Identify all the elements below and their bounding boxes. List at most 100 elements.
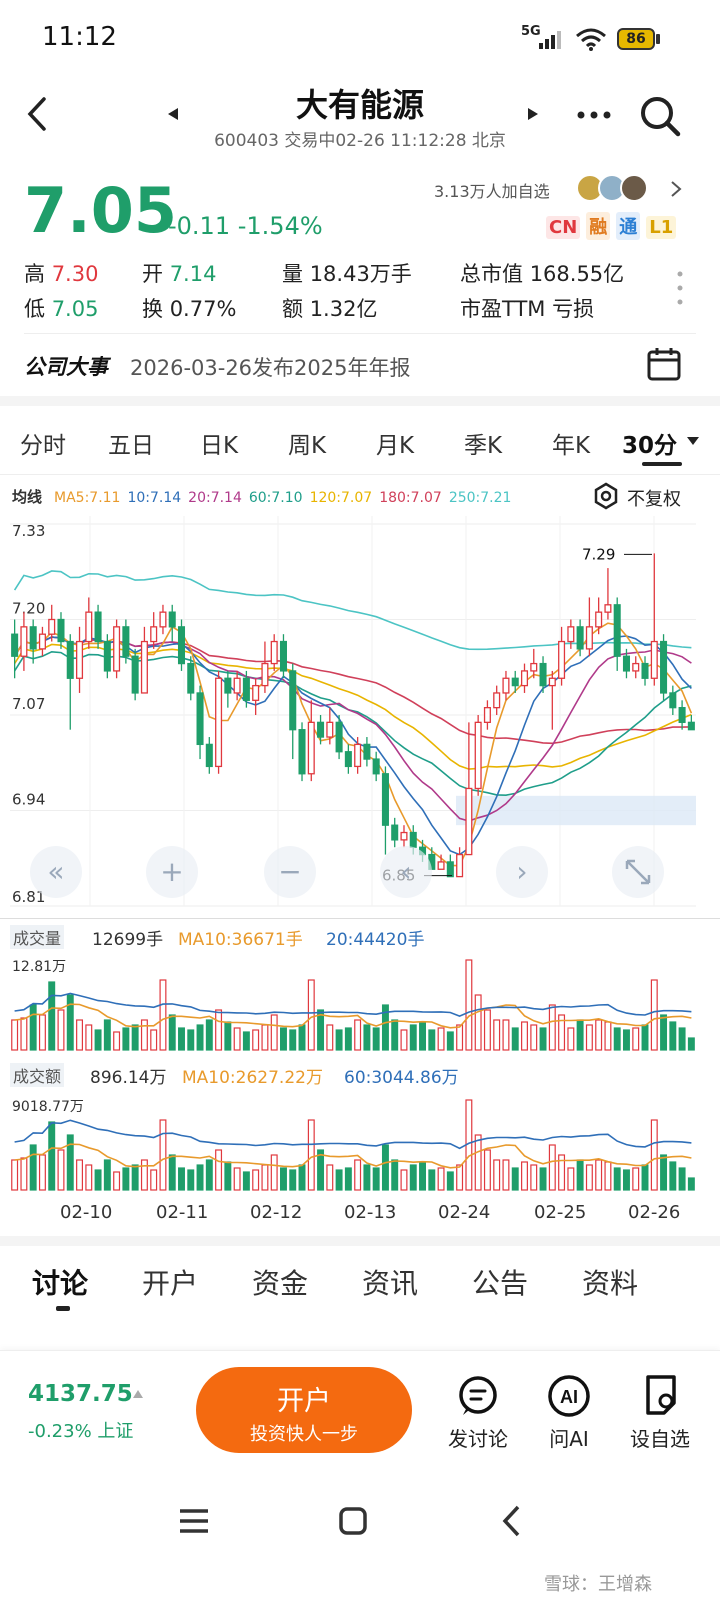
watcher-avatars[interactable] xyxy=(576,174,662,202)
volume-bar xyxy=(585,1024,593,1051)
high-price-label: 7.29 xyxy=(582,545,615,563)
volume-bar xyxy=(233,1167,241,1191)
home-icon[interactable] xyxy=(338,1506,368,1536)
comment-icon[interactable] xyxy=(457,1375,499,1417)
volume-bar xyxy=(622,1169,630,1191)
chevron-right-icon[interactable] xyxy=(670,180,682,198)
tab-five-day[interactable]: 五日 xyxy=(108,433,154,459)
ma-legend-item: 20:7.14 xyxy=(188,490,242,506)
tab-fenshi[interactable]: 分时 xyxy=(20,433,66,459)
add-watchlist-icon[interactable] xyxy=(640,1373,682,1417)
volume-bar xyxy=(298,1024,306,1051)
candle-body xyxy=(456,853,464,878)
zoom-in-icon[interactable]: + xyxy=(146,846,198,898)
volume-bar xyxy=(326,1164,334,1191)
tab-discussion[interactable]: 讨论 xyxy=(32,1267,89,1300)
volume-bar xyxy=(641,1164,649,1191)
tab-news[interactable]: 资讯 xyxy=(362,1267,419,1300)
volume-max-label: 12.81万 xyxy=(12,959,67,975)
candle-body xyxy=(650,640,658,679)
volume-bar xyxy=(335,1029,343,1051)
x-tick-label: 02-12 xyxy=(250,1202,303,1223)
volume-bar xyxy=(289,1029,297,1051)
amount-chart[interactable] xyxy=(0,1090,720,1194)
volume-bar xyxy=(307,1119,315,1191)
fuquan-toggle[interactable]: 不复权 xyxy=(627,489,681,510)
tab-quarterly-k[interactable]: 季K xyxy=(464,433,503,459)
scroll-right-icon[interactable]: › xyxy=(496,846,548,898)
volume-bar xyxy=(548,1144,556,1191)
candle-body xyxy=(159,611,167,628)
nav-back-icon[interactable] xyxy=(500,1504,522,1538)
candle-body xyxy=(363,743,371,760)
volume-bar xyxy=(613,1167,621,1191)
discuss-label[interactable]: 发讨论 xyxy=(448,1427,508,1451)
volume-bar xyxy=(576,1159,584,1191)
candle-body xyxy=(140,640,148,694)
volume-chart[interactable] xyxy=(0,950,720,1054)
set-watchlist-label[interactable]: 设自选 xyxy=(630,1427,690,1451)
search-icon[interactable] xyxy=(638,94,682,138)
ai-icon[interactable]: AI xyxy=(546,1373,592,1419)
volume-ma-line xyxy=(14,992,692,1017)
recent-apps-icon[interactable] xyxy=(178,1508,210,1534)
tab-daily-k[interactable]: 日K xyxy=(200,433,239,459)
volume-bar xyxy=(261,1164,269,1191)
volume-bar xyxy=(85,1164,93,1191)
calendar-icon[interactable] xyxy=(646,346,682,382)
index-value[interactable]: 4137.75 xyxy=(28,1381,133,1407)
prev-stock-icon[interactable] xyxy=(166,106,180,122)
back-icon[interactable] xyxy=(24,96,52,132)
next-stock-icon[interactable] xyxy=(526,106,540,122)
volume-bar xyxy=(205,1159,213,1191)
volume-bar xyxy=(298,1164,306,1191)
open-account-button[interactable]: 开户 投资快人一步 xyxy=(196,1367,412,1453)
settings-icon[interactable] xyxy=(592,482,620,510)
stat-label: 换 xyxy=(142,297,163,321)
volume-bar xyxy=(317,1009,325,1051)
tab-announcements[interactable]: 公告 xyxy=(472,1267,529,1300)
tab-funds[interactable]: 资金 xyxy=(252,1267,309,1300)
candle-body xyxy=(20,626,28,657)
ask-ai-label[interactable]: 问AI xyxy=(549,1427,589,1451)
volume-bar xyxy=(233,1027,241,1051)
amount-ma10: MA10:2627.22万 xyxy=(182,1068,323,1088)
volume-bar xyxy=(391,1159,399,1191)
candlestick-chart[interactable]: 7.337.207.076.946.817.296.85«+−‹› xyxy=(0,516,720,916)
volume-bar xyxy=(289,1169,297,1191)
tab-weekly-k[interactable]: 周K xyxy=(288,433,327,459)
ma-legend-item: 250:7.21 xyxy=(448,490,512,506)
caret-down-icon[interactable] xyxy=(686,436,700,446)
fullscreen-icon[interactable] xyxy=(612,846,664,898)
network-label: 5G xyxy=(521,24,541,39)
volume-bar xyxy=(354,1019,362,1051)
volume-bar xyxy=(205,1019,213,1051)
volume-bar xyxy=(159,1119,167,1191)
event-text[interactable]: 2026-03-26发布2025年年报 xyxy=(130,356,411,380)
vertical-more-icon[interactable] xyxy=(676,270,684,306)
volume-bar xyxy=(140,1019,148,1051)
volume-bar xyxy=(678,1167,686,1191)
volume-bar xyxy=(585,1164,593,1191)
volume-bar xyxy=(437,1027,445,1051)
tab-monthly-k[interactable]: 月K xyxy=(376,433,415,459)
zoom-out-icon[interactable]: − xyxy=(264,846,316,898)
volume-bar xyxy=(103,1019,111,1051)
candle-body xyxy=(242,677,250,701)
more-icon[interactable] xyxy=(576,110,612,120)
tab-account[interactable]: 开户 xyxy=(142,1267,199,1300)
volume-bar xyxy=(446,1031,454,1051)
candle-body xyxy=(150,626,158,643)
volume-bar xyxy=(428,1169,436,1191)
scroll-left-icon[interactable]: ‹ xyxy=(380,846,432,898)
open-account-subtitle: 投资快人一步 xyxy=(250,1424,358,1445)
battery-tip xyxy=(656,34,660,44)
volume-bar xyxy=(604,1021,612,1051)
tab-yearly-k[interactable]: 年K xyxy=(552,433,591,459)
stat-label: 开 xyxy=(142,262,163,286)
tab-30min[interactable]: 30分 xyxy=(622,433,678,459)
rewind-icon[interactable]: « xyxy=(30,846,82,898)
tab-profile[interactable]: 资料 xyxy=(582,1267,639,1300)
volume-bar xyxy=(344,1167,352,1191)
stat-item: 低 7.05 xyxy=(24,293,98,323)
